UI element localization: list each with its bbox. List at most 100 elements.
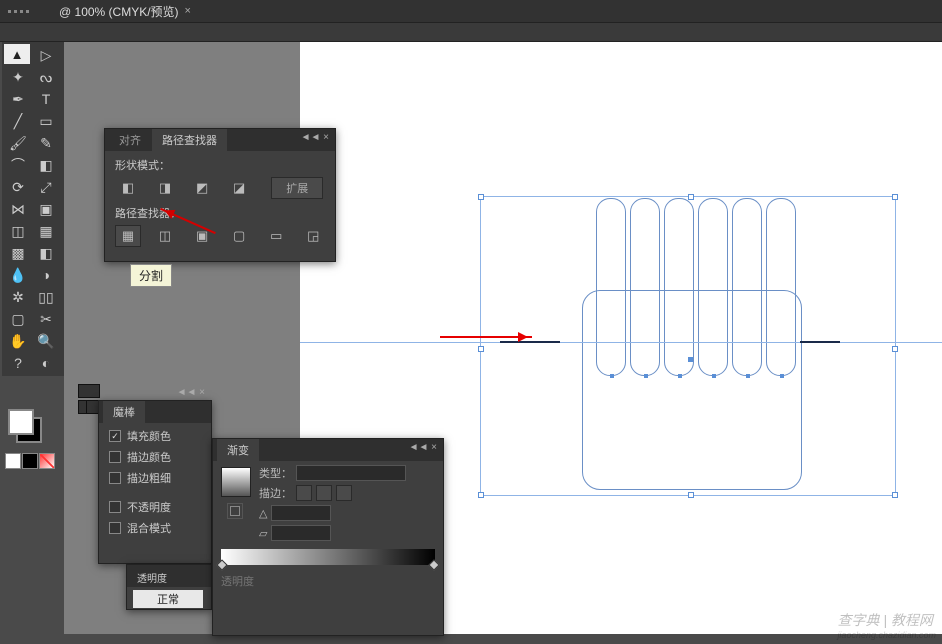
unite-icon[interactable]: ◧ — [115, 177, 141, 199]
artboard-tool-icon[interactable]: ▢ — [4, 308, 32, 330]
rectangle-tool-icon[interactable]: ▭ — [32, 110, 60, 132]
watermark-line1: 查字典 | 教程网 — [837, 612, 932, 628]
trim-icon[interactable]: ◫ — [152, 225, 178, 247]
path-slot-2[interactable] — [630, 198, 660, 376]
rotate-tool-icon[interactable]: ⟳ — [4, 176, 32, 198]
zoom-tool-icon[interactable]: 🔍 — [32, 330, 60, 352]
panel-controls-icon[interactable]: ◄◄ × — [301, 132, 329, 143]
selection-tool-active[interactable]: ▲ — [4, 44, 30, 64]
stroke-grad-3-icon[interactable] — [336, 485, 352, 501]
path-slot-5[interactable] — [732, 198, 762, 376]
scale-tool-icon[interactable]: ⤢ — [32, 176, 60, 198]
pathfinder-panel[interactable]: 对齐 路径查找器 ◄◄ × 形状模式： ◧ ◨ ◩ ◪ 扩展 路径查找器： ▦ … — [104, 128, 336, 262]
color-mode-none-icon[interactable] — [39, 453, 55, 469]
toggle-tool-icon[interactable]: ◐ — [32, 352, 60, 374]
opt-stroke-color[interactable]: 描边颜色 — [109, 449, 211, 465]
width-tool-icon[interactable]: ⋈ — [4, 198, 32, 220]
stroke-grad-1-icon[interactable] — [296, 485, 312, 501]
opt-blend-mode[interactable]: 混合模式 — [109, 520, 211, 536]
blend-mode-select[interactable]: 正常 — [133, 590, 203, 608]
opt-opacity-label: 不透明度 — [127, 499, 171, 515]
gradient-tool-icon[interactable]: ◧ — [32, 242, 60, 264]
expand-button[interactable]: 扩展 — [271, 177, 323, 199]
gradient-swatch[interactable] — [221, 467, 251, 497]
minus-front-icon[interactable]: ◨ — [152, 177, 178, 199]
screen-mode-button[interactable] — [6, 477, 32, 499]
path-slot-1[interactable] — [596, 198, 626, 376]
opt-fill-color-label: 填充颜色 — [127, 428, 171, 444]
slice-tool-icon[interactable]: ✂ — [32, 308, 60, 330]
free-transform-tool-icon[interactable]: ▣ — [32, 198, 60, 220]
perspective-grid-tool-icon[interactable]: ▦ — [32, 220, 60, 242]
angle-icon: △ — [259, 507, 267, 520]
annotation-arrow-icon — [440, 336, 532, 338]
gradient-panel[interactable]: 渐变 ◄◄ × 类型： 描边： △ ▱ 透明度 — [212, 438, 444, 636]
outline-icon[interactable]: ▭ — [263, 225, 289, 247]
blob-brush-tool-icon[interactable]: ⌒ — [4, 154, 32, 176]
pathfinders-label: 路径查找器： — [115, 205, 335, 221]
mesh-tool-icon[interactable]: ▩ — [4, 242, 32, 264]
opt-stroke-weight[interactable]: 描边粗细 — [109, 470, 211, 486]
aspect-input[interactable] — [271, 525, 331, 541]
color-mode-row — [5, 453, 64, 469]
stroke-grad-2-icon[interactable] — [316, 485, 332, 501]
fill-stroke-swatch[interactable] — [8, 409, 42, 443]
column-graph-tool-icon[interactable]: ▯▯ — [32, 286, 60, 308]
path-slot-6[interactable] — [766, 198, 796, 376]
exclude-icon[interactable]: ◪ — [226, 177, 252, 199]
pen-tool-icon[interactable]: ✒ — [4, 88, 32, 110]
magic-wand-tool-icon[interactable]: ✦ — [4, 66, 32, 88]
direct-selection-tool-icon[interactable]: ▷ — [32, 44, 60, 66]
divide-icon[interactable]: ▦ — [115, 225, 141, 247]
tab-magic-wand[interactable]: 魔棒 — [103, 401, 145, 423]
panel-controls-icon[interactable]: ◄◄ × — [177, 387, 205, 398]
type-tool-icon[interactable]: T — [32, 88, 60, 110]
reverse-gradient-icon[interactable] — [227, 503, 243, 519]
tab-gradient[interactable]: 渐变 — [217, 439, 259, 461]
eraser-tool-icon[interactable]: ◧ — [32, 154, 60, 176]
pencil-tool-icon[interactable]: ✎ — [32, 132, 60, 154]
eyedropper-tool-icon[interactable]: 💧 — [4, 264, 32, 286]
opt-fill-color[interactable]: ✓填充颜色 — [109, 428, 211, 444]
panel-controls-icon[interactable]: ◄◄ × — [409, 442, 437, 453]
path-slot-3[interactable] — [664, 198, 694, 376]
color-mode-solid-icon[interactable] — [5, 453, 21, 469]
shape-builder-tool-icon[interactable]: ◫ — [4, 220, 32, 242]
panel-chip-1[interactable] — [78, 384, 100, 398]
crop-icon[interactable]: ▢ — [226, 225, 252, 247]
intersect-icon[interactable]: ◩ — [189, 177, 215, 199]
document-close-icon[interactable]: × — [185, 5, 191, 17]
fill-swatch[interactable] — [8, 409, 34, 435]
line-tool-icon[interactable]: ╱ — [4, 110, 32, 132]
gradient-stop-left[interactable] — [216, 559, 227, 570]
type-label: 类型： — [259, 465, 292, 481]
tab-align[interactable]: 对齐 — [109, 129, 151, 151]
blend-tool-icon[interactable]: ◑ — [32, 264, 60, 286]
tab-pathfinder[interactable]: 路径查找器 — [152, 129, 227, 151]
magic-wand-panel[interactable]: 魔棒 ◄◄ × ✓填充颜色 描边颜色 描边粗细 不透明度 混合模式 — [98, 400, 212, 564]
symbol-sprayer-tool-icon[interactable]: ✲ — [4, 286, 32, 308]
angle-input[interactable] — [271, 505, 331, 521]
tools-panel: ▲ ▷ ✦ ᔓ ✒ T ╱ ▭ 🖌 ✎ ⌒ ◧ ⟳ ⤢ ⋈ ▣ ◫ ▦ ▩ ◧ … — [2, 42, 64, 376]
shape-mode-row: ◧ ◨ ◩ ◪ 扩展 — [115, 177, 335, 199]
horizontal-path-line[interactable] — [300, 342, 942, 343]
doc-tab-grip[interactable] — [8, 10, 29, 13]
color-mode-gradient-icon[interactable] — [22, 453, 38, 469]
path-segment-right — [800, 341, 840, 343]
gradient-stop-right[interactable] — [428, 559, 439, 570]
stroke-label: 描边： — [259, 485, 292, 501]
gradient-ramp[interactable] — [221, 549, 435, 565]
document-tab-title[interactable]: @ 100% (CMYK/预览) — [59, 3, 179, 20]
hand-tool-icon[interactable]: ✋ — [4, 330, 32, 352]
stop-opacity-label: 透明度 — [221, 573, 254, 589]
opt-opacity[interactable]: 不透明度 — [109, 499, 211, 515]
tab-transparency[interactable]: 透明度 — [131, 568, 173, 587]
path-slot-4[interactable] — [698, 198, 728, 376]
minus-back-icon[interactable]: ◲ — [300, 225, 326, 247]
paintbrush-tool-icon[interactable]: 🖌 — [4, 132, 32, 154]
ruler-bar — [0, 22, 942, 42]
gradient-type-select[interactable] — [296, 465, 406, 481]
question-tool-icon[interactable]: ? — [4, 352, 32, 374]
transparency-panel[interactable]: 透明度 正常 — [126, 564, 212, 610]
lasso-tool-icon[interactable]: ᔓ — [32, 66, 60, 88]
